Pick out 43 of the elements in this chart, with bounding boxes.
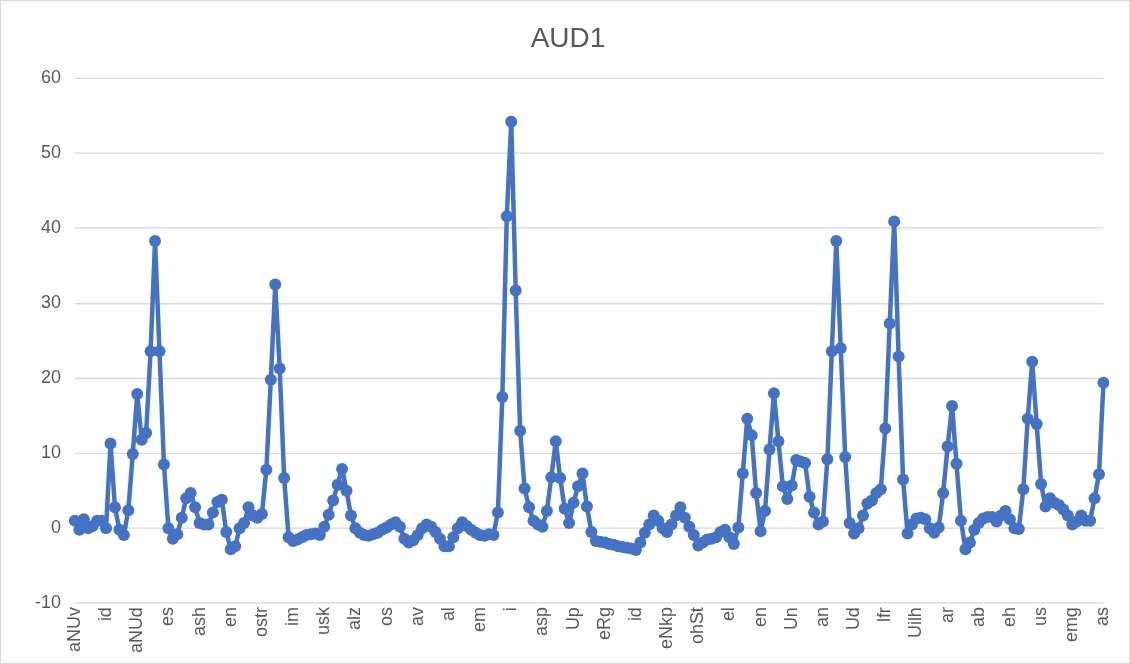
chart-title: AUD1 xyxy=(530,22,606,54)
x-tick-label: id xyxy=(95,607,116,622)
x-tick-label: i xyxy=(500,607,521,612)
x-tick-label: ab xyxy=(967,607,988,628)
x-tick-label: im xyxy=(282,607,303,627)
x-tick-label: id xyxy=(624,607,645,622)
x-tick-label: es xyxy=(157,607,178,627)
x-tick-label: Un xyxy=(780,607,801,631)
x-tick-label: eRg xyxy=(593,607,614,641)
x-tick-label: emg xyxy=(1061,607,1082,643)
x-tick-label: av xyxy=(406,607,427,627)
y-tick-label: 40 xyxy=(40,217,61,238)
x-tick-label: lfr xyxy=(874,607,895,623)
x-tick-label: asp xyxy=(531,607,552,637)
x-tick-label: os xyxy=(375,607,396,627)
x-tick-label: usk xyxy=(313,607,334,636)
x-tick-label: Ud xyxy=(843,607,864,631)
x-tick-label: ohSt xyxy=(687,607,708,645)
y-tick-label: 50 xyxy=(40,142,61,163)
x-tick-label: eh xyxy=(998,607,1019,628)
x-tick-label: aNUd xyxy=(126,607,147,653)
y-tick-label: 0 xyxy=(50,517,61,538)
x-tick-label: el xyxy=(718,607,739,622)
x-tick-label: ash xyxy=(188,607,209,637)
x-tick-label: al xyxy=(437,607,458,622)
x-tick-label: an xyxy=(811,607,832,628)
x-tick-label: Uilh xyxy=(905,607,926,639)
y-tick-label: 30 xyxy=(40,292,61,313)
x-tick-label: aNUv xyxy=(63,607,84,652)
x-tick-label: em xyxy=(469,607,490,633)
x-tick-label: alz xyxy=(344,607,365,631)
y-tick-label: 20 xyxy=(40,367,61,388)
y-tick-label: -10 xyxy=(34,592,61,613)
x-tick-label: us xyxy=(1030,607,1051,627)
y-tick-label: 10 xyxy=(40,442,61,463)
x-tick-label: ar xyxy=(936,607,957,624)
x-tick-label: en xyxy=(219,607,240,628)
x-tick-label: en xyxy=(749,607,770,628)
x-tick-label: ostr xyxy=(250,607,271,638)
y-tick-label: 60 xyxy=(40,67,61,88)
x-tick-label: Up xyxy=(562,607,583,631)
x-tick-label: as xyxy=(1092,607,1113,627)
x-tick-label: eNkp xyxy=(656,607,677,649)
